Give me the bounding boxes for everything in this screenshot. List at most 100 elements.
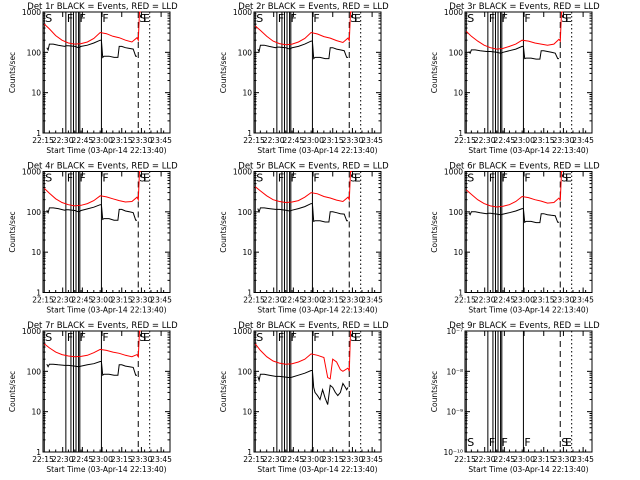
x-tick-label: 22:30 [52,296,74,305]
x-tick-label: 22:30 [52,455,74,464]
x-tick-label: 23:15 [111,296,133,305]
flag-marker-S: S [256,331,263,344]
flag-marker-E: E [565,436,572,449]
y-tick-label: 1000 [233,327,252,336]
flag-marker-F: F [278,331,284,344]
series-line-lld [43,171,141,207]
flag-marker-S: S [350,331,357,344]
flag-marker-F: F [291,12,297,25]
y-tick-label: 10⁻¹⁰ [443,448,463,457]
x-tick-label: 22:15 [243,136,265,145]
panel-det-9r: Det 9r BLACK = Events, RED = LLD 10⁻¹⁰ 10⁻… [430,321,600,474]
x-tick-label: 23:00 [302,296,324,305]
flag-marker-S: S [561,436,568,449]
panel-title: Det 7r BLACK = Events, RED = LLD [27,321,178,331]
flag-marker-F: F [291,172,297,185]
flag-marker-E: E [143,331,150,344]
axes-frame [464,11,593,134]
flag-marker-F: F [489,172,495,185]
x-tick-label: 23:15 [533,136,555,145]
flag-marker-S: S [139,172,146,185]
x-tick-label: 22:30 [263,136,285,145]
x-tick-label: 23:15 [322,455,344,464]
flag-marker-E: E [143,172,150,185]
x-tick-label: 23:30 [553,296,575,305]
x-tick-label: 23:30 [131,296,153,305]
flag-marker-S: S [256,172,263,185]
x-tick-label: 22:15 [454,136,476,145]
flag-marker-F: F [489,12,495,25]
y-axis-label: Counts/sec [430,211,439,252]
y-tick-label: 1 [458,289,463,298]
flag-marker-E: E [354,12,361,25]
x-tick-label: 23:15 [533,296,555,305]
flag-marker-F: F [502,12,508,25]
flag-marker-F: F [80,12,86,25]
y-tick-label: 100 [27,208,42,217]
x-tick-label: 23:00 [513,296,535,305]
flag-marker-F: F [291,331,297,344]
x-tick-label: 22:30 [474,455,496,464]
panel-title: Det 2r BLACK = Events, RED = LLD [238,2,389,12]
y-tick-label: 10 [31,408,41,417]
series-line-lld [254,171,352,204]
x-tick-label: 22:30 [52,136,74,145]
y-axis-label: Counts/sec [8,211,17,252]
x-tick-label: 23:00 [91,296,113,305]
flag-marker-E: E [565,12,572,25]
x-tick-label: 22:15 [454,455,476,464]
series-line-events [257,370,349,405]
x-tick-label: 23:45 [361,296,383,305]
flag-marker-F: F [524,436,530,449]
y-tick-label: 1000 [444,8,463,17]
y-tick-label: 100 [238,367,253,376]
x-tick-label: 23:15 [322,296,344,305]
flag-marker-S: S [45,172,52,185]
y-axis-label: Counts/sec [430,371,439,412]
series-line-lld [254,11,352,46]
series-line-events [257,203,348,223]
x-tick-label: 23:30 [342,455,364,464]
flag-marker-F: F [67,172,73,185]
flag-marker-E: E [354,172,361,185]
y-axis-label: Counts/sec [8,371,17,412]
flag-marker-S: S [350,172,357,185]
y-tick-label: 10 [453,89,463,98]
x-tick-label: 22:15 [243,455,265,464]
flag-marker-F: F [80,172,86,185]
x-tick-label: 23:15 [111,455,133,464]
x-tick-label: 23:00 [91,455,113,464]
x-axis-label: Start Time (03-Apr-14 22:13:40) [46,146,166,155]
axes-frame [464,330,593,453]
panel-det-7r: Det 7r BLACK = Events, RED = LLD 1 10 100 10… [8,321,178,474]
x-tick-label: 23:00 [91,136,113,145]
x-tick-label: 23:45 [150,136,172,145]
x-tick-label: 23:00 [302,136,324,145]
x-tick-label: 23:15 [533,455,555,464]
y-tick-label: 100 [238,48,253,57]
flag-marker-F: F [313,172,319,185]
flag-marker-F: F [489,436,495,449]
y-axis-label: Counts/sec [219,211,228,252]
x-tick-label: 23:45 [150,296,172,305]
flag-marker-S: S [467,436,474,449]
panel-title: Det 9r BLACK = Events, RED = LLD [449,321,600,331]
y-tick-label: 1 [247,289,252,298]
series-line-events [46,39,137,59]
x-tick-label: 23:00 [513,455,535,464]
axes-frame [42,11,171,134]
y-tick-label: 100 [238,208,253,217]
flag-marker-S: S [467,12,474,25]
x-tick-label: 22:45 [283,136,305,145]
flag-marker-F: F [278,12,284,25]
flag-marker-S: S [561,172,568,185]
flag-marker-E: E [565,172,572,185]
x-tick-label: 22:30 [474,296,496,305]
y-tick-label: 1000 [233,8,252,17]
flag-marker-F: F [80,331,86,344]
flag-marker-E: E [143,12,150,25]
y-tick-label: 1 [247,129,252,138]
flag-marker-S: S [45,331,52,344]
x-axis-label: Start Time (03-Apr-14 22:13:40) [46,306,166,315]
x-tick-label: 23:45 [361,455,383,464]
